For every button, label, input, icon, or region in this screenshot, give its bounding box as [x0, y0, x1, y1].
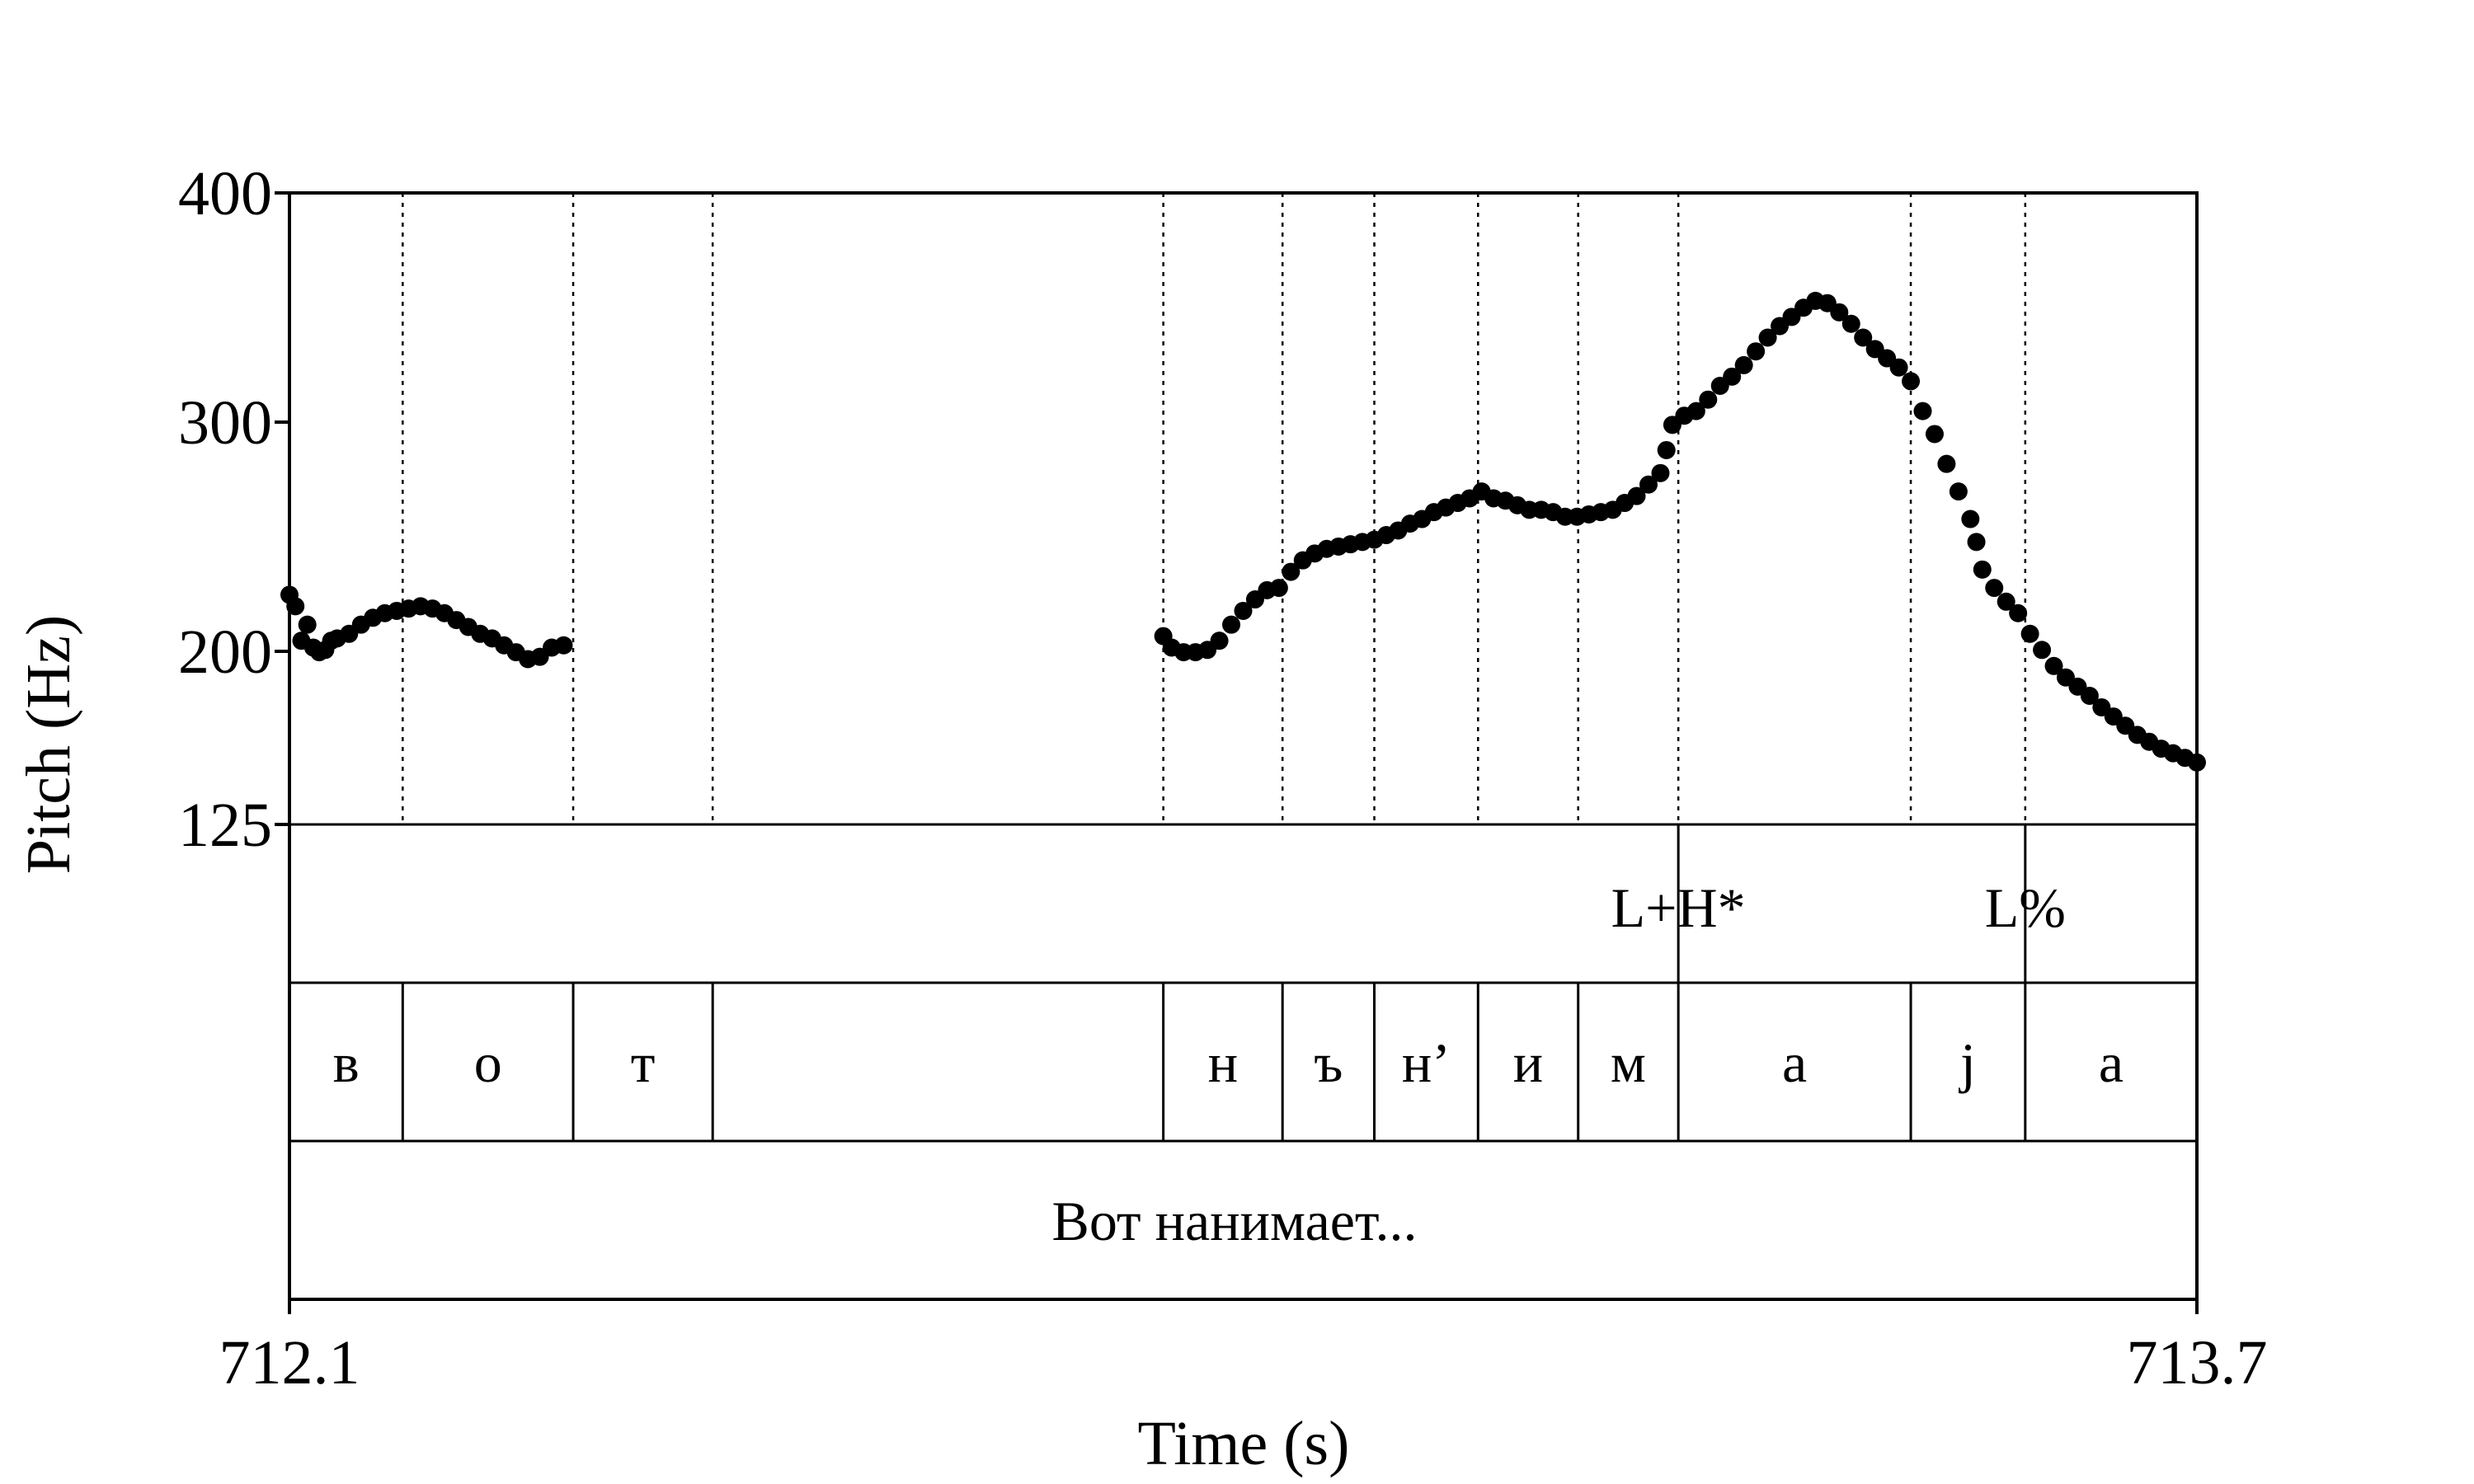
pitch-point-103: [2020, 624, 2039, 643]
y-axis-title: Pitch (Hz): [14, 615, 83, 874]
utterance-label: Вот нанимает...: [1051, 1190, 1417, 1252]
pitch-point-95: [1937, 454, 1956, 473]
pitch-point-97: [1961, 510, 1980, 528]
pitch-point-74: [1686, 402, 1705, 420]
segment-tier: в о т н ъ н’ и м а j а: [333, 1031, 2124, 1094]
segment-label-11: а: [2099, 1031, 2124, 1094]
segment-label-7: и: [1513, 1031, 1543, 1094]
pitch-point-93: [1913, 402, 1932, 420]
pitch-point-69: [1639, 475, 1658, 494]
pitch-point-105: [2044, 656, 2063, 675]
y-tick-label-400: 400: [178, 159, 272, 228]
pitch-point-38: [1269, 579, 1288, 598]
pitch-point-101: [1997, 592, 2015, 611]
pitch-point-39: [1282, 562, 1300, 581]
pitch-point-92: [1902, 372, 1921, 391]
pitch-point-78: [1734, 355, 1753, 374]
pitch-point-96: [1949, 482, 1968, 501]
y-tick-label-125: 125: [178, 791, 272, 860]
tone-label-0: L+H*: [1611, 876, 1746, 939]
pitch-point-77: [1723, 367, 1742, 386]
pitch-point-117: [2188, 753, 2206, 772]
pitch-point-75: [1699, 390, 1718, 409]
tone-tier: L+H* L%: [1611, 824, 2066, 983]
y-tick-label-300: 300: [178, 388, 272, 458]
x-axis-title: Time (s): [1138, 1409, 1350, 1478]
y-axis: 400 300 200 125 Pitch (Hz): [14, 159, 289, 874]
y-tick-label-200: 200: [178, 618, 272, 687]
pitch-point-79: [1747, 342, 1766, 361]
segment-label-5: ъ: [1314, 1031, 1343, 1094]
pitch-point-70: [1651, 463, 1670, 482]
segment-boundaries: [401, 193, 2027, 1141]
x-axis: 712.1 713.7 Time (s): [219, 1299, 2268, 1478]
pitch-point-88: [1854, 328, 1873, 347]
pitch-point-87: [1841, 314, 1860, 333]
pitch-point-94: [1925, 425, 1944, 444]
segment-label-8: м: [1611, 1031, 1646, 1094]
pitch-point-3: [298, 615, 317, 634]
pitch-point-91: [1889, 358, 1908, 377]
pitch-point-98: [1967, 533, 1986, 552]
pitch-points: [280, 291, 2206, 772]
pitch-point-104: [2033, 641, 2052, 660]
plot-frame: [288, 191, 2199, 1301]
pitch-point-33: [1210, 632, 1229, 650]
segment-label-6: н’: [1402, 1031, 1451, 1094]
pitch-point-99: [1973, 560, 1992, 579]
tone-label-1: L%: [1985, 876, 2066, 939]
pitch-point-108: [2080, 687, 2099, 706]
segment-label-1: о: [474, 1031, 502, 1094]
segment-label-4: н: [1208, 1031, 1238, 1094]
segment-label-2: т: [631, 1031, 656, 1094]
segment-label-9: а: [1782, 1031, 1807, 1094]
pitch-point-100: [1985, 579, 2004, 598]
pitch-point-68: [1627, 486, 1646, 505]
pitch-point-80: [1758, 328, 1777, 347]
pitch-point-102: [2009, 603, 2028, 622]
x-tick-label-end: 713.7: [2127, 1328, 2268, 1397]
pitch-point-86: [1830, 303, 1849, 322]
x-tick-label-start: 712.1: [219, 1328, 360, 1397]
pitch-point-35: [1234, 601, 1253, 620]
segment-label-10: j: [1959, 1031, 1976, 1094]
segment-label-0: в: [333, 1031, 360, 1094]
pitch-point-1: [286, 597, 305, 616]
pitch-point-34: [1222, 615, 1241, 634]
pitch-point-71: [1657, 440, 1676, 459]
pitch-point-27: [554, 636, 573, 655]
